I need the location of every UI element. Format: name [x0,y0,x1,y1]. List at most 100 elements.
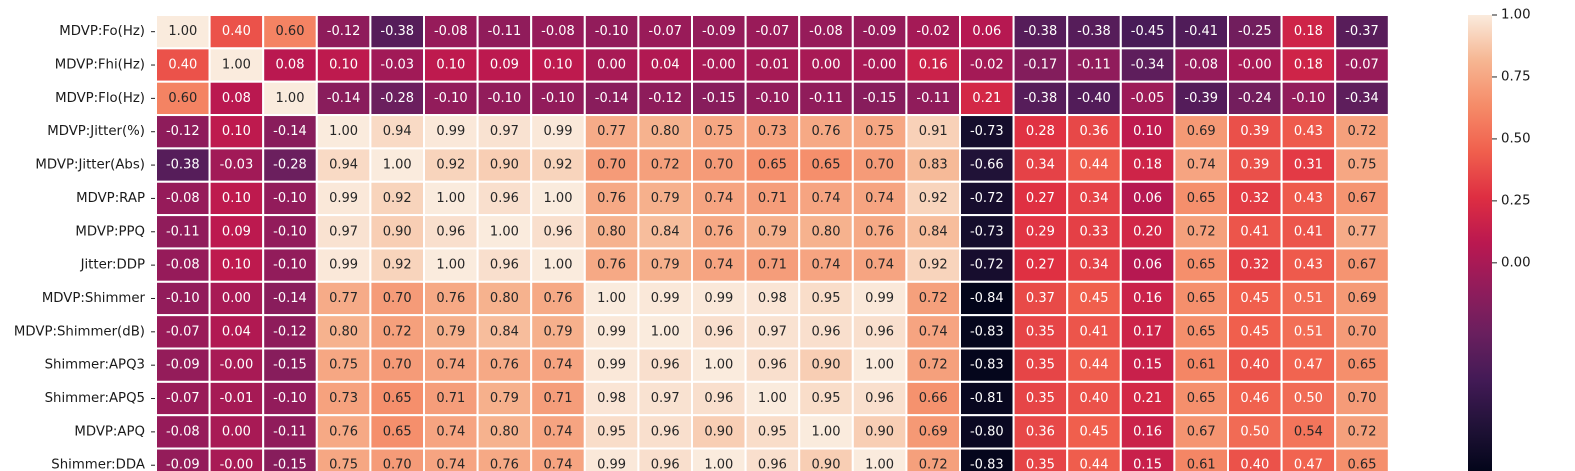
heatmap-cell [1334,114,1390,150]
heatmap-cells [155,14,1390,471]
cell-value-label: -0.83 [970,324,1004,339]
heatmap-cell [851,280,908,317]
cell-value-label: 0.65 [1187,258,1216,273]
cell-value-label: 0.96 [865,324,894,339]
heatmap-cell [744,14,801,50]
heatmap-cell [691,147,747,183]
cell-value-label: 0.65 [812,158,841,173]
cell-value-label: 1.00 [276,91,305,106]
cell-value-label: 1.00 [704,358,733,373]
cell-value-label: 0.17 [1133,324,1162,339]
cell-value-label: 0.27 [1026,258,1055,273]
cell-value-label: 0.76 [865,224,894,239]
cell-value-label: 0.83 [919,158,948,173]
heatmap-cell [1119,414,1176,450]
heatmap-cell [1334,347,1390,383]
heatmap-cell [1012,347,1069,383]
heatmap-cell [1227,247,1283,283]
cell-value-label: 0.74 [812,258,841,273]
cell-value-label: 0.76 [597,258,626,273]
heatmap-cell [262,147,318,183]
heatmap-cell [315,314,372,350]
cell-value-label: 0.41 [1294,224,1323,239]
cell-value-label: -0.72 [970,191,1004,206]
cell-value-label: 0.65 [1187,324,1216,339]
heatmap-cell [530,114,586,150]
cell-value-label: 0.43 [1294,258,1323,273]
cell-value-label: 0.99 [329,191,358,206]
cell-value-label: -0.10 [488,91,522,106]
cell-value-label: 0.76 [812,124,841,139]
cell-value-label: 0.76 [436,291,465,306]
cell-value-label: 0.74 [704,191,733,206]
cell-value-label: -0.12 [327,24,361,39]
cell-value-label: -0.28 [273,158,307,173]
heatmap-cell [530,47,586,83]
row-label: MDVP:Jitter(%) [47,124,145,139]
cell-value-label: 0.96 [651,424,680,439]
colorbar-tick-label: 1.00 [1501,8,1531,23]
cell-value-label: 0.80 [651,124,680,139]
heatmap-cell [1066,280,1122,317]
row-label: MDVP:Jitter(Abs) [35,158,145,173]
cell-value-label: 0.45 [1240,291,1269,306]
cell-value-label: 0.54 [1294,424,1323,439]
cell-value-label: 0.77 [329,291,358,306]
cell-value-label: 0.16 [1133,291,1162,306]
cell-value-label: 0.65 [1348,358,1377,373]
cell-value-label: 0.40 [1240,458,1269,471]
cell-value-label: 0.79 [651,191,680,206]
cell-value-label: 0.99 [597,458,626,471]
cell-value-label: 0.95 [812,291,841,306]
cell-value-label: 0.70 [1348,324,1377,339]
heatmap-cell [262,314,318,350]
cell-value-label: 0.29 [1026,224,1055,239]
cell-value-label: 0.65 [383,424,412,439]
cell-value-label: -0.12 [273,324,307,339]
cell-value-label: 1.00 [544,191,573,206]
cell-value-label: 0.32 [1240,258,1269,273]
cell-value-label: -0.11 [273,424,307,439]
cell-value-label: 0.39 [1240,158,1269,173]
heatmap-cell [583,180,640,217]
cell-value-label: 0.72 [383,324,412,339]
cell-value-label: -0.80 [970,424,1004,439]
cell-value-label: 0.20 [1133,224,1162,239]
cell-value-label: 0.65 [1187,191,1216,206]
heatmap-cell [851,380,908,417]
cell-value-label: 0.41 [1080,324,1109,339]
cell-value-label: 0.90 [490,158,519,173]
heatmap-cell [583,214,640,250]
cell-value-label: -0.66 [970,158,1004,173]
heatmap-cell [959,280,1015,317]
heatmap-cell [208,114,265,150]
heatmap-cell [155,114,211,150]
cell-value-label: 1.00 [865,458,894,471]
row-label: MDVP:PPQ [75,224,145,239]
heatmap-cell [262,280,318,317]
heatmap-cell [1012,114,1069,150]
cell-value-label: 0.70 [383,291,412,306]
heatmap-cell [798,247,854,283]
heatmap-cell [1012,180,1069,217]
heatmap-cell [691,214,747,250]
cell-value-label: 0.00 [812,58,841,73]
cell-value-label: 0.21 [972,91,1001,106]
cell-value-label: 0.16 [919,58,948,73]
cell-value-label: 0.06 [972,24,1001,39]
cell-value-label: 0.04 [222,324,251,339]
cell-value-label: 0.96 [544,224,573,239]
cell-value-label: 0.70 [865,158,894,173]
heatmap-cell [637,47,694,83]
heatmap-cell [1280,314,1337,350]
cell-value-label: -0.09 [166,358,200,373]
cell-value-label: 0.00 [597,58,626,73]
cell-value-label: 0.90 [812,358,841,373]
cell-value-label: 0.08 [222,91,251,106]
cell-value-label: 0.99 [865,291,894,306]
heatmap-cell [637,347,694,383]
cell-value-label: -0.09 [702,24,736,39]
cell-value-label: 0.70 [1348,391,1377,406]
heatmap-cell [315,80,372,117]
cell-value-label: -0.01 [756,58,790,73]
